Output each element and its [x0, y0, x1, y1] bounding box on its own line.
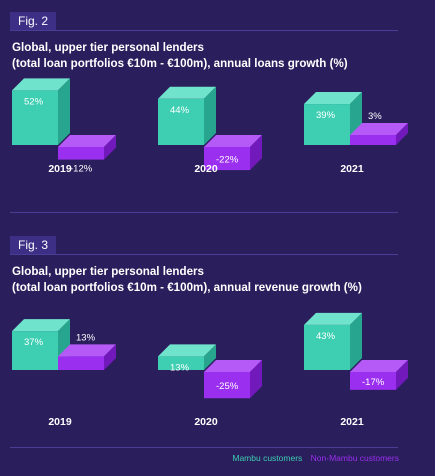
fig3-label-non-2020: -25%: [216, 381, 239, 392]
fig3-bar-non-2019: [58, 344, 116, 370]
legend: Mambu customers Non-Mambu customers: [226, 453, 399, 463]
fig2-bar-non-2020: [204, 135, 262, 171]
fig3-bar-non-2021: [350, 360, 408, 390]
fig2-label-non-2021: 3%: [368, 111, 382, 122]
fig3-year-2021: 2021: [340, 416, 364, 428]
fig2-bar-non-2019: [58, 135, 116, 160]
fig2-label-mambu-2020: 44%: [170, 105, 190, 116]
fig2-title-line2: (total loan portfolios €10m - €100m), an…: [12, 57, 348, 70]
fig2-title-line1: Global, upper tier personal lenders: [12, 41, 204, 54]
fig3-title: Global, upper tier personal lenders (tot…: [12, 264, 412, 296]
fig2-bar-mambu-2020: [158, 86, 216, 145]
fig3-label-non-2019: 13%: [76, 332, 96, 343]
fig2-year-2021: 2021: [340, 163, 364, 175]
fig2-title: Global, upper tier personal lenders (tot…: [12, 40, 412, 72]
fig3-bar-non-2020: [204, 360, 262, 399]
fig2-year-2020: 2020: [194, 163, 218, 175]
section-divider: [10, 212, 398, 213]
fig3-label-mambu-2020: 13%: [170, 362, 190, 373]
fig3-rule: [10, 254, 398, 255]
fig2-label-mambu-2019: 52%: [24, 96, 44, 107]
fig3-title-line2: (total loan portfolios €10m - €100m), an…: [12, 281, 362, 294]
fig3-title-line1: Global, upper tier personal lenders: [12, 265, 204, 278]
fig2-badge: Fig. 2: [10, 12, 56, 30]
fig2-bar-mambu-2019: [12, 78, 70, 145]
fig2-bar-non-2021: [350, 123, 408, 145]
fig3-badge: Fig. 3: [10, 236, 56, 254]
fig2-year-2019: 2019: [48, 163, 72, 175]
fig3-label-non-2021: -17%: [362, 377, 385, 388]
fig2-label-non-2020: -22%: [216, 155, 239, 166]
fig3-bar-mambu-2021: [304, 312, 362, 370]
fig3-bar-mambu-2020: [158, 344, 216, 370]
fig3-label-mambu-2019: 37%: [24, 337, 44, 348]
fig2-rule: [10, 30, 398, 31]
fig3-year-2019: 2019: [48, 416, 72, 428]
fig3-year-2020: 2020: [194, 416, 218, 428]
legend-mambu: Mambu customers: [232, 453, 303, 463]
fig2-label-non-2019: -12%: [70, 164, 93, 175]
fig2-label-mambu-2021: 39%: [316, 110, 336, 121]
bottom-rule: [10, 447, 398, 448]
legend-non-mambu: Non-Mambu customers: [310, 453, 399, 463]
fig3-label-mambu-2021: 43%: [316, 331, 336, 342]
